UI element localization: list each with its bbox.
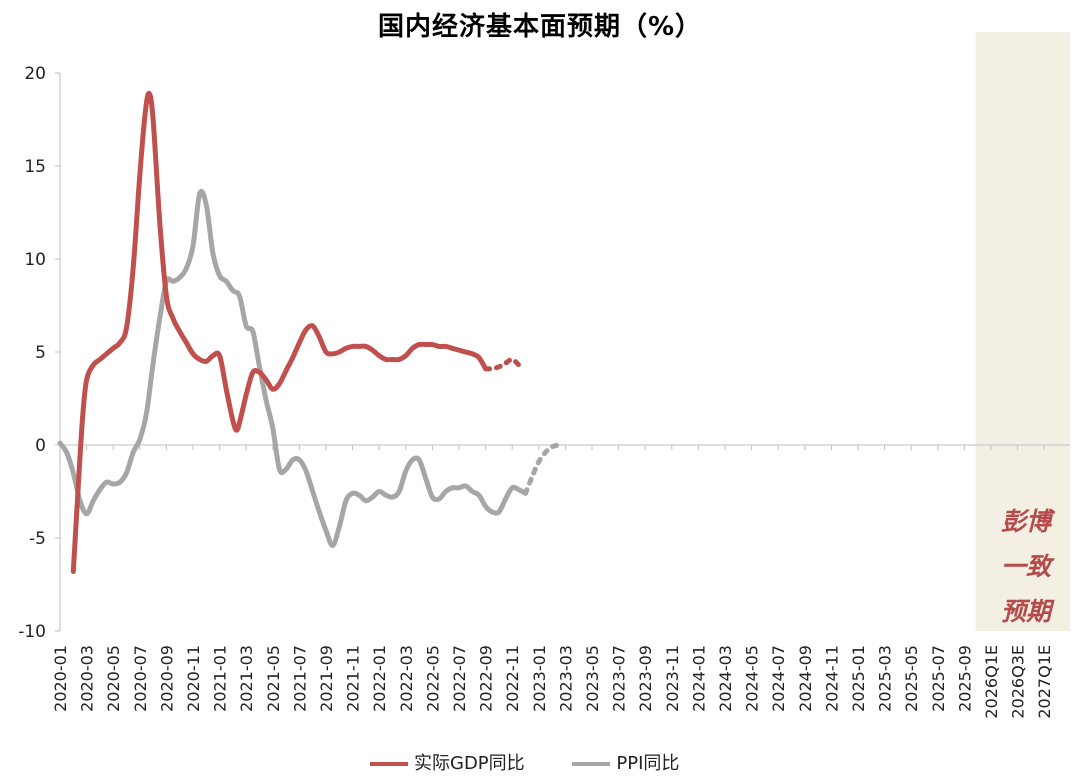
x-tick-label: 2021-03 — [237, 645, 256, 712]
y-tick-label: 20 — [24, 64, 46, 84]
x-tick-label: 2022-09 — [477, 645, 496, 712]
x-tick-label: 2023-01 — [530, 645, 549, 712]
series-line-gdp — [70, 90, 489, 574]
series-forecast-ppi — [523, 442, 562, 496]
y-tick-label: 5 — [35, 343, 46, 363]
x-tick-label: 2023-11 — [663, 645, 682, 712]
x-tick-label: 2020-11 — [184, 645, 203, 712]
legend: 实际GDP同比 PPI同比 — [370, 749, 721, 775]
x-tick-label: 2021-09 — [317, 645, 336, 712]
y-tick-label: 10 — [24, 250, 46, 270]
forecast-note-line: 预期 — [1001, 597, 1055, 626]
x-tick-label: 2020-03 — [78, 645, 97, 712]
x-tick-label: 2022-01 — [370, 645, 389, 712]
x-tick-label: 2024-05 — [743, 645, 762, 712]
x-tick-label: 2023-07 — [610, 645, 629, 712]
y-axis: -10 -5 0 5 10 15 20 — [18, 64, 61, 642]
x-tick-label: 2022-05 — [423, 645, 442, 712]
x-tick-label: 2022-03 — [397, 645, 416, 712]
forecast-band — [975, 32, 1070, 631]
x-tick-label: 2022-11 — [503, 645, 522, 712]
x-tick-label: 2025-09 — [955, 645, 974, 712]
y-tick-label: 0 — [35, 436, 46, 456]
y-tick-label: 15 — [24, 157, 46, 177]
x-tick-label: 2026Q1E — [982, 645, 1001, 719]
y-tick-label: -10 — [18, 622, 46, 642]
x-tick-label: 2021-05 — [264, 645, 283, 712]
legend-swatch-ppi — [572, 762, 611, 766]
x-tick-label: 2024-07 — [769, 645, 788, 712]
x-tick-label: 2021-01 — [211, 645, 230, 712]
x-tick-label: 2023-03 — [556, 645, 575, 712]
x-tick-label: 2025-01 — [849, 645, 868, 712]
legend-item-ppi: PPI同比 — [572, 749, 679, 775]
forecast-note-line: 一致 — [1001, 552, 1055, 581]
legend-swatch-gdp — [370, 762, 408, 766]
x-tick-label: 2024-01 — [689, 645, 708, 712]
x-tick-label: 2022-07 — [450, 645, 469, 712]
legend-label-gdp: 实际GDP同比 — [414, 753, 525, 774]
x-tick-label: 2026Q3E — [1009, 645, 1028, 719]
x-tick-label: 2025-05 — [902, 645, 921, 712]
series-forecast-gdp — [483, 356, 522, 372]
x-tick-label: 2024-11 — [822, 645, 841, 712]
x-tick-label: 2024-09 — [796, 645, 815, 712]
x-tick-label: 2025-03 — [876, 645, 895, 712]
legend-item-gdp: 实际GDP同比 — [370, 749, 525, 775]
x-tick-label: 2021-07 — [290, 645, 309, 712]
x-tick-label: 2020-01 — [51, 645, 70, 712]
x-axis: 2020-01 2020-03 2020-05 2020-07 2020-09 2020-… — [51, 444, 1070, 719]
x-tick-label: 2024-03 — [716, 645, 735, 712]
x-tick-label: 2025-07 — [929, 645, 948, 712]
x-tick-label: 2020-07 — [131, 645, 150, 712]
x-tick-label: 2027Q1E — [1035, 645, 1054, 719]
forecast-note-line: 彭博 — [1001, 507, 1056, 536]
series-lines — [57, 90, 562, 574]
series-line-ppi — [57, 188, 528, 548]
x-tick-label: 2020-09 — [157, 645, 176, 712]
chart-title: 国内经济基本面预期（%） — [377, 12, 703, 42]
x-tick-label: 2023-09 — [636, 645, 655, 712]
y-tick-label: -5 — [29, 529, 46, 549]
legend-label-ppi: PPI同比 — [616, 753, 680, 774]
x-tick-label: 2021-11 — [344, 645, 363, 712]
x-tick-label: 2023-05 — [583, 645, 602, 712]
x-tick-label: 2020-05 — [104, 645, 123, 712]
